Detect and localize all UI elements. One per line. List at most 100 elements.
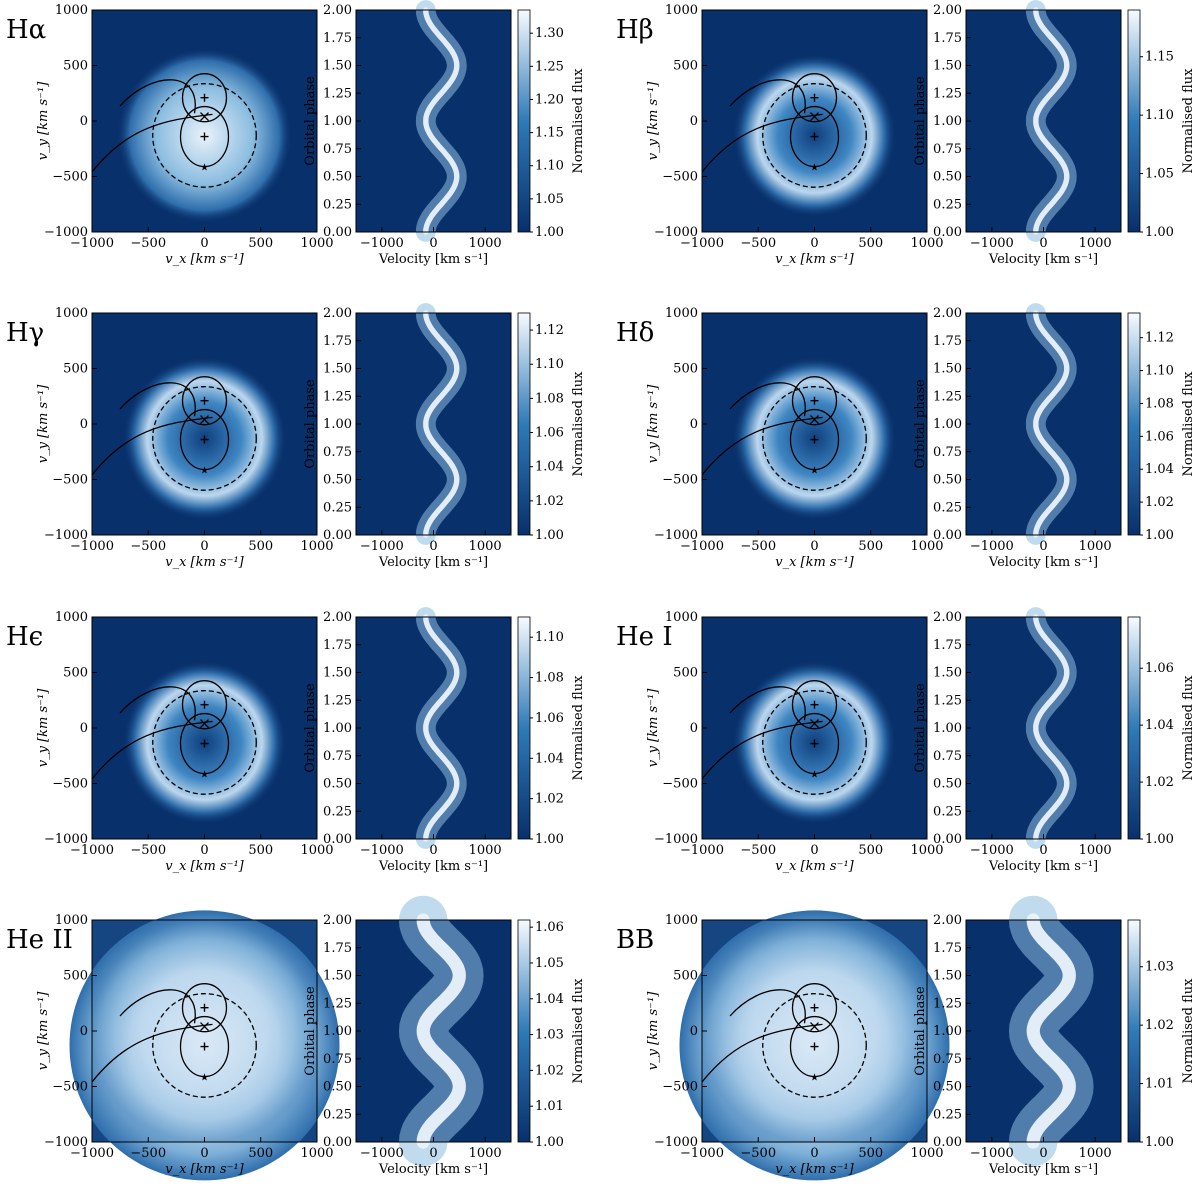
map-xtick: 1000 (300, 236, 333, 251)
trail-ytick: 0.25 (323, 1107, 352, 1122)
map-ytick: 500 (673, 362, 698, 377)
ballistic-stream (119, 79, 196, 114)
map-xtick: −1000 (680, 236, 724, 251)
trail-ytick: 2.00 (323, 3, 352, 18)
cbar-label: Normalised flux (1181, 978, 1196, 1084)
doppler-map: ★ −1000−1000 −500 −500 0 0 500 500 1000 1000 v_x [… (616, 306, 944, 570)
ballistic-stream (729, 686, 806, 721)
star-marker: ★ (810, 163, 819, 174)
trail-xtick: 1000 (1079, 539, 1112, 554)
trail-xlabel: Velocity [km s⁻¹] (378, 555, 488, 570)
cbar-tick: 1.00 (535, 225, 564, 240)
trail-xtick: 0 (429, 539, 437, 554)
doppler-map: ★ −1000−1000 −500 −500 0 0 500 500 1000 1000 v_x [… (616, 3, 944, 267)
map-ylabel: v_y [km s⁻¹] (646, 81, 661, 160)
cbar-tick: 1.03 (1145, 960, 1174, 975)
emission-halo (92, 920, 317, 1142)
markers: ★ (200, 700, 209, 781)
trail-ytick: 0.25 (933, 1107, 962, 1122)
trail-xtick: 1000 (469, 236, 502, 251)
markers: ★ (810, 1003, 819, 1084)
map-ytick: 0 (80, 417, 88, 432)
map-xtick: 0 (200, 539, 208, 554)
map-overlay: ★ (701, 680, 867, 795)
map-xlabel: v_x [km s⁻¹] (165, 859, 244, 874)
map-xtick: 500 (858, 843, 883, 858)
trail-ytick: 0.75 (323, 445, 352, 460)
cbar-label: Normalised flux (571, 978, 586, 1084)
map-ytick: −500 (52, 1080, 88, 1095)
trail-ytick: 1.00 (933, 114, 962, 129)
trail-ylabel: Orbital phase (913, 683, 928, 773)
cbar-tick: 1.06 (535, 920, 564, 935)
s-wave (423, 7, 460, 235)
map-ytick: −1000 (44, 528, 88, 543)
secondary-marker (810, 93, 819, 102)
keplerian-stream (701, 416, 823, 476)
s-wave (1033, 7, 1070, 235)
cbar-label: Normalised flux (1181, 371, 1196, 477)
primary-roche-lobe (179, 408, 230, 471)
trail-ytick: 1.00 (323, 417, 352, 432)
primary-roche-lobe (179, 712, 230, 775)
map-xlabel: v_x [km s⁻¹] (165, 555, 244, 570)
cbar-tick: 1.10 (535, 357, 564, 372)
cbar-tick: 1.03 (535, 1028, 564, 1043)
trail-ytick: 1.50 (933, 362, 962, 377)
primary-marker (810, 435, 819, 444)
markers: ★ (810, 93, 819, 174)
map-xtick: 1000 (910, 1146, 943, 1161)
map-xtick: 500 (858, 236, 883, 251)
map-ytick: 0 (80, 114, 88, 129)
star-marker: ★ (810, 770, 819, 781)
secondary-marker (200, 396, 209, 405)
map-overlay: ★ (701, 73, 867, 188)
map-ytick: −500 (52, 170, 88, 185)
map-ytick: 1000 (55, 306, 88, 321)
primary-roche-lobe (179, 105, 230, 168)
keplerian-stream (701, 1023, 823, 1083)
cbar-tick: 1.08 (1145, 396, 1174, 411)
star-marker: ★ (200, 1073, 209, 1084)
com-marker (200, 112, 209, 122)
map-xtick: −1000 (70, 1146, 114, 1161)
trail-ytick: 0.25 (933, 804, 962, 819)
emission-halo (702, 920, 927, 1142)
accretion-ring (152, 993, 257, 1098)
primary-marker (200, 132, 209, 141)
doppler-map: ★ −1000−1000 −500 −500 0 0 500 500 1000 1000 v_x [… (6, 910, 340, 1181)
map-overlay: ★ (91, 983, 257, 1098)
com-marker (810, 1022, 819, 1032)
trail-ytick: 1.50 (323, 666, 352, 681)
map-ylabel: v_y [km s⁻¹] (36, 991, 51, 1070)
trail-ytick: 0.75 (933, 142, 962, 157)
secondary-roche-lobe (181, 680, 228, 730)
trail-ytick: 0.50 (933, 1080, 962, 1095)
map-xtick: 500 (858, 539, 883, 554)
secondary-marker (200, 1003, 209, 1012)
cbar-tick: 1.05 (535, 192, 564, 207)
trail-ytick: 2.00 (323, 306, 352, 321)
map-xtick: 0 (200, 236, 208, 251)
map-xtick: −500 (130, 236, 166, 251)
markers: ★ (810, 396, 819, 477)
trail-xtick: −1000 (970, 539, 1014, 554)
trail-ytick: 1.25 (933, 86, 962, 101)
trail-ytick: 0.00 (323, 832, 352, 847)
trail-ytick: 0.00 (933, 225, 962, 240)
colorbar-scale (1127, 919, 1141, 1143)
map-ytick: −500 (662, 777, 698, 792)
trail-ytick: 1.50 (323, 59, 352, 74)
cbar-tick: 1.06 (1145, 429, 1174, 444)
map-overlay: ★ (701, 376, 867, 491)
trail-xtick: 0 (1039, 843, 1047, 858)
map-ytick: −1000 (44, 225, 88, 240)
primary-marker (200, 1042, 209, 1051)
trail-xtick: 0 (1039, 539, 1047, 554)
